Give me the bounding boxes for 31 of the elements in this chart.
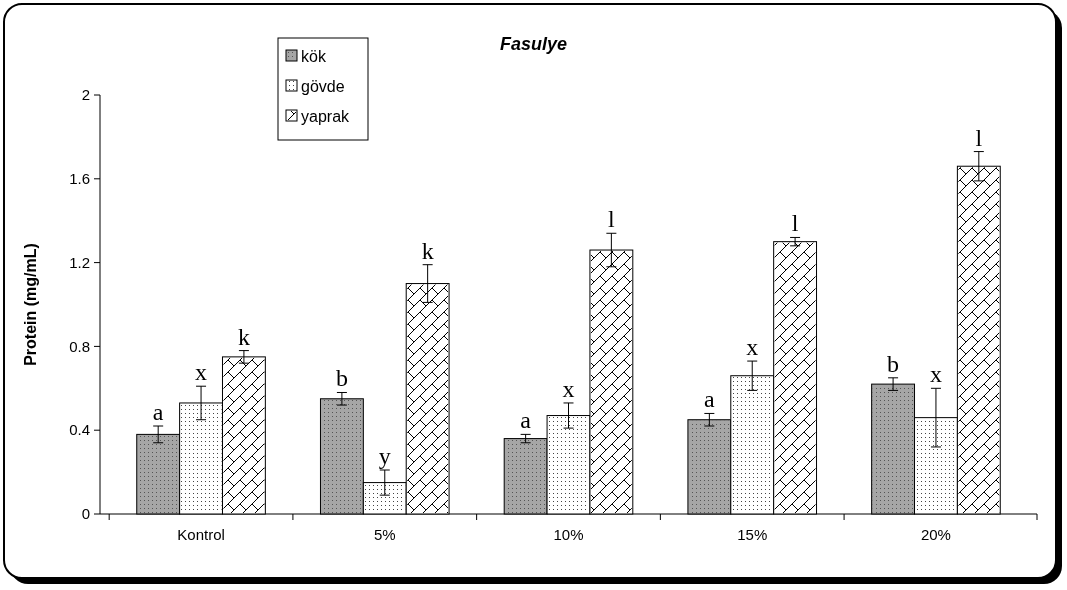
legend-label: gövde: [301, 77, 345, 95]
y-tick-label: 2: [81, 86, 90, 104]
x-tick-label: 5%: [373, 526, 396, 543]
annotation: a: [520, 407, 532, 434]
y-tick-label: 1.2: [69, 253, 90, 271]
annotation: l: [975, 124, 983, 151]
y-tick-label: 0.4: [69, 421, 90, 439]
annotation: x: [929, 361, 942, 388]
annotation: b: [887, 350, 900, 377]
y-tick-label: 0.8: [69, 337, 90, 355]
x-tick-label: 20%: [920, 526, 951, 543]
legend-label: kök: [301, 47, 327, 65]
chart-title: Fasulye: [499, 34, 568, 54]
x-tick-label: Kontrol: [177, 526, 225, 543]
annotation: k: [237, 323, 250, 350]
x-tick-label: 15%: [737, 526, 768, 543]
x-tick-label: 10%: [553, 526, 584, 543]
y-tick-label: 0: [81, 505, 90, 523]
annotation: a: [704, 386, 716, 413]
legend-label: yaprak: [301, 107, 351, 125]
annotation: y: [378, 443, 391, 470]
y-axis-title: Protein (mg/mL): [22, 243, 39, 366]
annotation: l: [791, 210, 799, 237]
annotation: x: [562, 375, 575, 402]
annotation: a: [152, 399, 164, 426]
annotation: l: [608, 206, 616, 233]
y-tick-label: 1.6: [69, 170, 90, 188]
annotation: x: [746, 334, 759, 361]
annotation: k: [421, 237, 434, 264]
annotation: b: [335, 365, 348, 392]
annotation: x: [195, 359, 208, 386]
